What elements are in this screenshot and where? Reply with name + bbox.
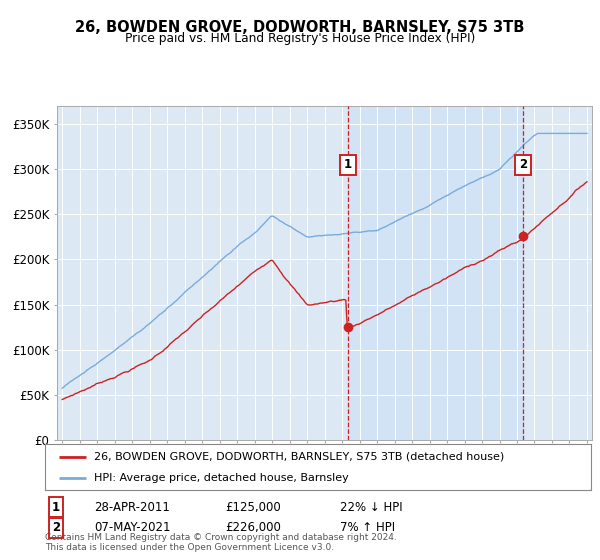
Text: HPI: Average price, detached house, Barnsley: HPI: Average price, detached house, Barn…	[94, 473, 349, 483]
Text: £226,000: £226,000	[225, 521, 281, 534]
Text: 7% ↑ HPI: 7% ↑ HPI	[340, 521, 395, 534]
Text: 1: 1	[52, 501, 60, 514]
Text: 07-MAY-2021: 07-MAY-2021	[94, 521, 170, 534]
Text: 2: 2	[52, 521, 60, 534]
Text: £125,000: £125,000	[225, 501, 281, 514]
Bar	[347, 106, 523, 440]
Text: 22% ↓ HPI: 22% ↓ HPI	[340, 501, 403, 514]
Text: 26, BOWDEN GROVE, DODWORTH, BARNSLEY, S75 3TB: 26, BOWDEN GROVE, DODWORTH, BARNSLEY, S7…	[76, 20, 524, 35]
Text: Contains HM Land Registry data © Crown copyright and database right 2024.
This d: Contains HM Land Registry data © Crown c…	[45, 533, 397, 552]
Text: 1: 1	[344, 158, 352, 171]
Text: 2: 2	[519, 158, 527, 171]
Text: Price paid vs. HM Land Registry's House Price Index (HPI): Price paid vs. HM Land Registry's House …	[125, 32, 475, 45]
Text: 28-APR-2011: 28-APR-2011	[94, 501, 170, 514]
Text: 26, BOWDEN GROVE, DODWORTH, BARNSLEY, S75 3TB (detached house): 26, BOWDEN GROVE, DODWORTH, BARNSLEY, S7…	[94, 451, 505, 461]
